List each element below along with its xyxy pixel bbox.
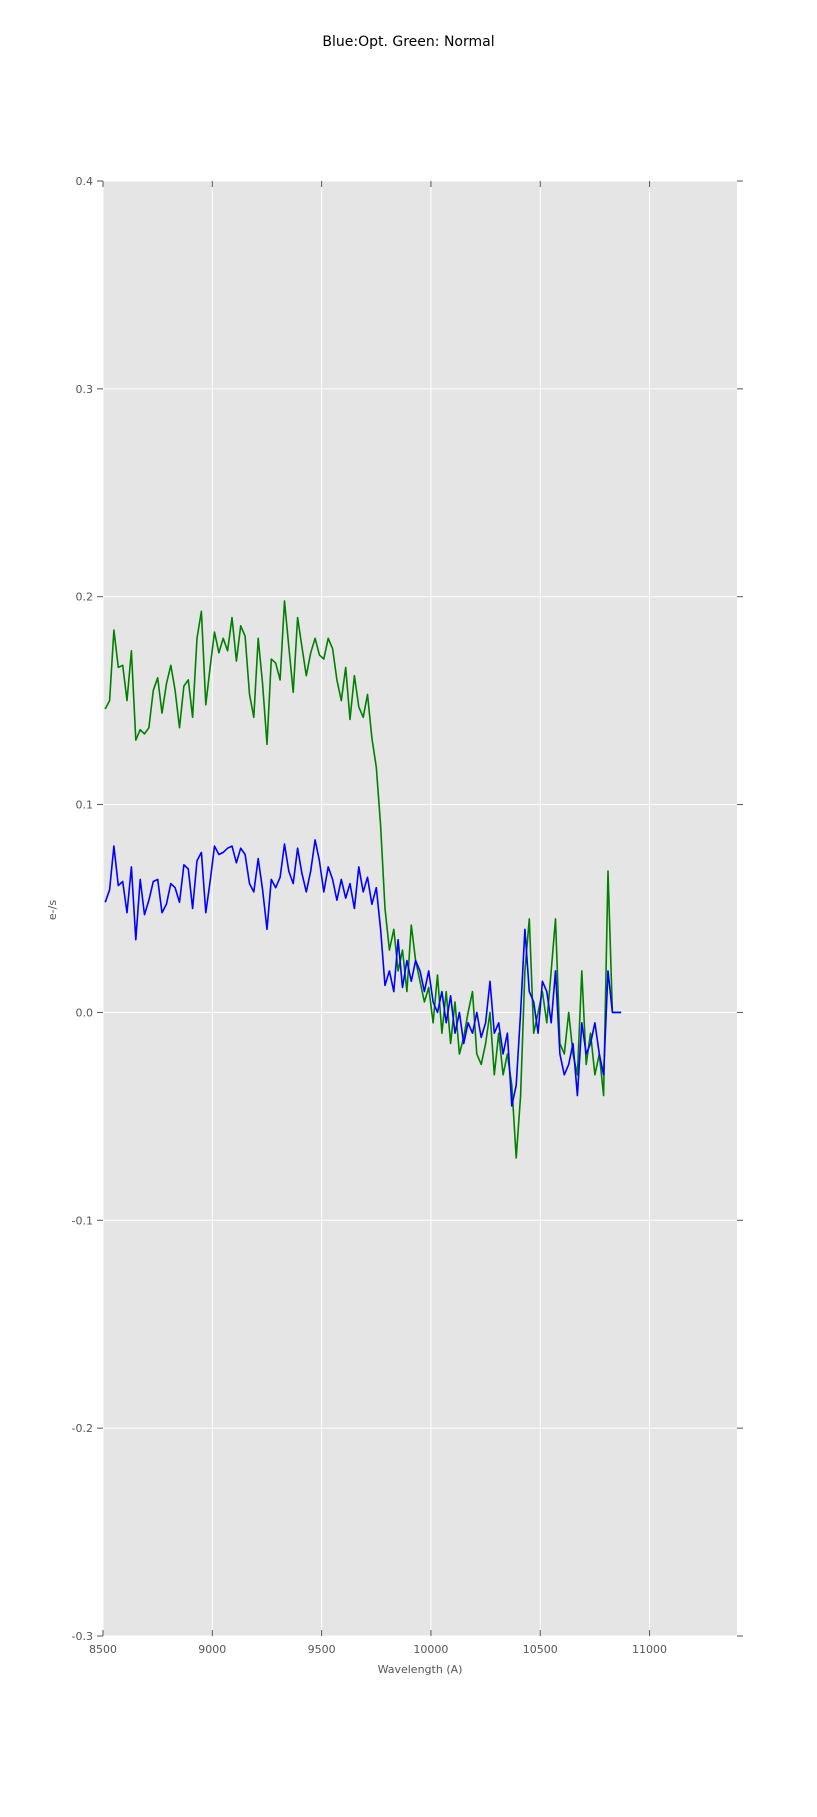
y-tick-label: 0.0 bbox=[76, 1006, 94, 1019]
x-axis-label: Wavelength (A) bbox=[378, 1663, 463, 1676]
series-layer bbox=[104, 600, 622, 1159]
y-tick-label: 0.4 bbox=[76, 175, 94, 188]
x-tick-label: 9000 bbox=[198, 1643, 226, 1656]
x-tick-label: 10000 bbox=[413, 1643, 448, 1656]
y-tick-label: -0.3 bbox=[72, 1630, 93, 1643]
y-tick-label: 0.1 bbox=[76, 799, 94, 812]
y-tick-label: -0.2 bbox=[72, 1422, 93, 1435]
x-tick-label: 11000 bbox=[632, 1643, 667, 1656]
x-tick-label: 10500 bbox=[523, 1643, 558, 1656]
series-line-0 bbox=[104, 600, 622, 1159]
y-tick-label: 0.3 bbox=[76, 383, 94, 396]
y-tick-label: 0.2 bbox=[76, 591, 94, 604]
chart-title: Blue:Opt. Green: Normal bbox=[322, 34, 494, 50]
x-tick-label: 8500 bbox=[89, 1643, 117, 1656]
grid bbox=[102, 180, 737, 1637]
series-line-1 bbox=[104, 839, 622, 1107]
y-tick-label: -0.1 bbox=[72, 1214, 93, 1227]
y-axis-label: e-/s bbox=[46, 900, 59, 920]
axis-ticks: 8500 9000 9500 10000 10500 11000 -0.3 -0.2 -0.1 0… bbox=[72, 175, 743, 1656]
x-tick-label: 9500 bbox=[308, 1643, 336, 1656]
plot-area bbox=[103, 181, 737, 1636]
